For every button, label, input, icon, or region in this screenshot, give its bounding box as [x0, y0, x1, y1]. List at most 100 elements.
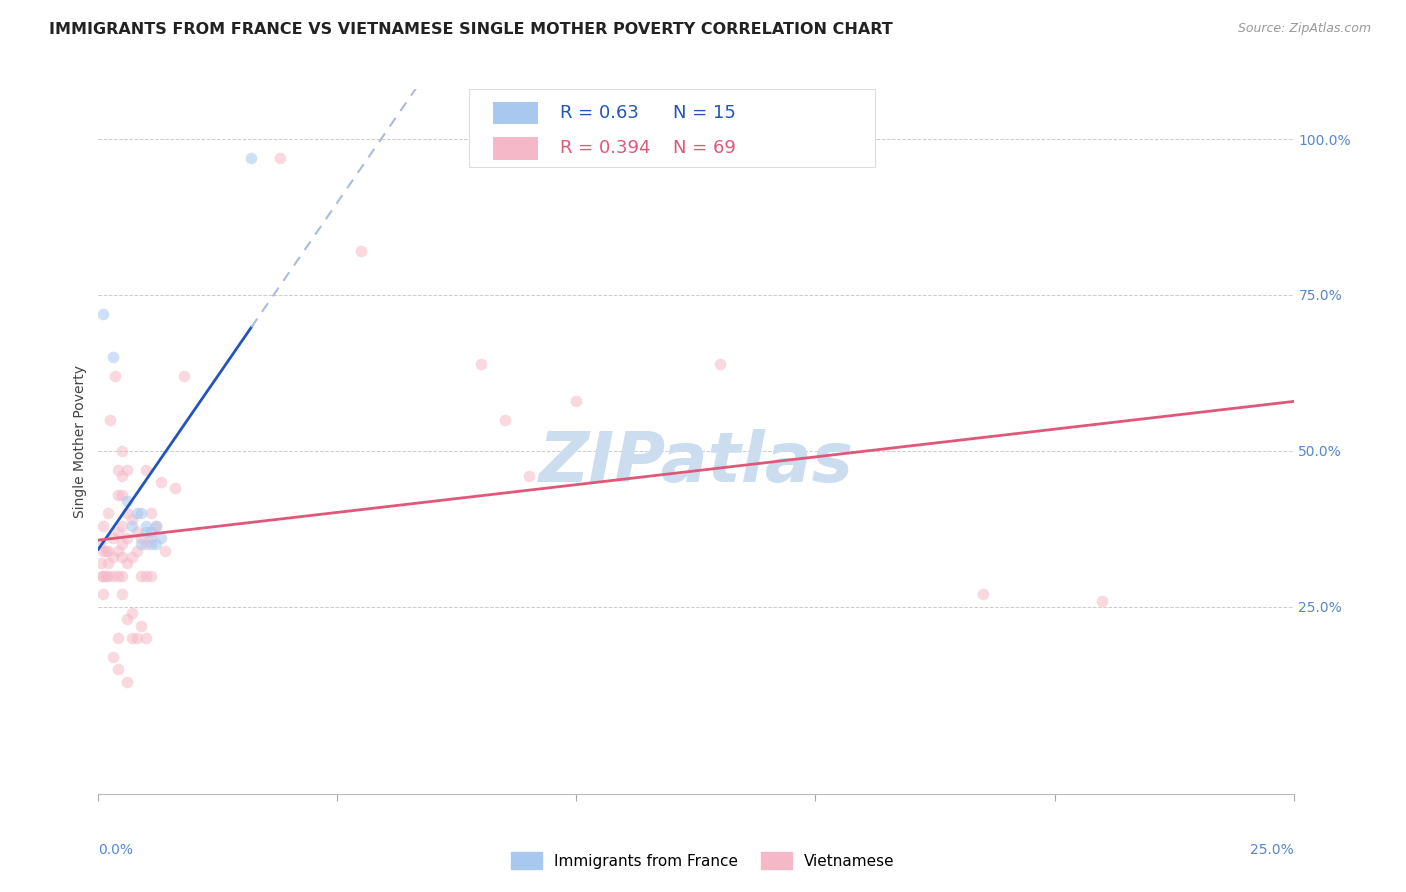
- Point: [565, 394, 588, 409]
- Point: [97, 556, 120, 570]
- Point: [135, 537, 157, 551]
- Point: [97, 506, 120, 520]
- Point: [131, 618, 153, 632]
- Point: [111, 537, 134, 551]
- Point: [470, 357, 492, 371]
- FancyBboxPatch shape: [470, 89, 876, 167]
- Point: [155, 543, 177, 558]
- Point: [115, 674, 138, 689]
- Point: [107, 662, 129, 676]
- Point: [101, 549, 124, 564]
- Text: N = 69: N = 69: [673, 139, 737, 157]
- Point: [135, 568, 157, 582]
- Text: IMMIGRANTS FROM FRANCE VS VIETNAMESE SINGLE MOTHER POVERTY CORRELATION CHART: IMMIGRANTS FROM FRANCE VS VIETNAMESE SIN…: [49, 22, 893, 37]
- Point: [145, 537, 167, 551]
- Point: [111, 587, 134, 601]
- FancyBboxPatch shape: [494, 102, 538, 124]
- Point: [107, 631, 129, 645]
- Point: [97, 543, 120, 558]
- Legend: Immigrants from France, Vietnamese: Immigrants from France, Vietnamese: [505, 846, 901, 875]
- Point: [125, 543, 148, 558]
- Y-axis label: Single Mother Poverty: Single Mother Poverty: [73, 365, 87, 518]
- Point: [139, 568, 162, 582]
- Point: [111, 468, 134, 483]
- Point: [111, 487, 134, 501]
- Point: [97, 568, 120, 582]
- Text: N = 15: N = 15: [673, 104, 737, 122]
- Point: [125, 524, 148, 539]
- Point: [173, 369, 195, 384]
- Point: [240, 151, 263, 165]
- Point: [131, 531, 153, 545]
- Point: [121, 631, 143, 645]
- Point: [121, 549, 143, 564]
- Point: [121, 518, 143, 533]
- Point: [135, 462, 157, 476]
- Point: [101, 351, 124, 365]
- Point: [90, 568, 112, 582]
- Text: 0.0%: 0.0%: [98, 843, 134, 857]
- Point: [98, 413, 122, 427]
- Text: R = 0.63: R = 0.63: [560, 104, 638, 122]
- Point: [125, 506, 148, 520]
- Point: [107, 487, 129, 501]
- Point: [139, 524, 162, 539]
- Point: [115, 462, 138, 476]
- Point: [145, 518, 167, 533]
- Point: [350, 244, 373, 259]
- Point: [101, 568, 124, 582]
- Point: [89, 537, 111, 551]
- Point: [111, 518, 134, 533]
- Point: [91, 307, 114, 321]
- Point: [91, 543, 114, 558]
- Point: [104, 369, 127, 384]
- Point: [135, 524, 157, 539]
- Point: [94, 543, 117, 558]
- Point: [135, 518, 157, 533]
- Point: [125, 631, 148, 645]
- Point: [135, 631, 157, 645]
- Point: [115, 556, 138, 570]
- Point: [1091, 593, 1114, 607]
- Point: [115, 531, 138, 545]
- Point: [107, 524, 129, 539]
- Text: R = 0.394: R = 0.394: [560, 139, 650, 157]
- Point: [94, 568, 117, 582]
- Point: [149, 475, 172, 489]
- Point: [494, 413, 516, 427]
- Point: [115, 612, 138, 626]
- Point: [139, 531, 162, 545]
- Point: [91, 568, 114, 582]
- Point: [101, 649, 124, 664]
- Point: [149, 531, 172, 545]
- Point: [517, 468, 540, 483]
- Point: [139, 537, 162, 551]
- Text: ZIPatlas: ZIPatlas: [538, 429, 853, 496]
- Point: [107, 462, 129, 476]
- Point: [269, 151, 291, 165]
- Text: 25.0%: 25.0%: [1250, 843, 1294, 857]
- Point: [111, 568, 134, 582]
- Point: [131, 506, 153, 520]
- Point: [145, 518, 167, 533]
- Point: [107, 568, 129, 582]
- Point: [115, 493, 138, 508]
- Point: [107, 543, 129, 558]
- Point: [101, 531, 124, 545]
- Point: [111, 549, 134, 564]
- Point: [121, 606, 143, 620]
- Point: [90, 556, 112, 570]
- Point: [139, 506, 162, 520]
- FancyBboxPatch shape: [494, 137, 538, 160]
- Point: [115, 506, 138, 520]
- Text: Source: ZipAtlas.com: Source: ZipAtlas.com: [1237, 22, 1371, 36]
- Point: [131, 537, 153, 551]
- Point: [131, 568, 153, 582]
- Point: [91, 587, 114, 601]
- Point: [121, 512, 143, 526]
- Point: [972, 587, 994, 601]
- Point: [709, 357, 731, 371]
- Point: [111, 443, 134, 458]
- Point: [91, 518, 114, 533]
- Point: [163, 481, 186, 495]
